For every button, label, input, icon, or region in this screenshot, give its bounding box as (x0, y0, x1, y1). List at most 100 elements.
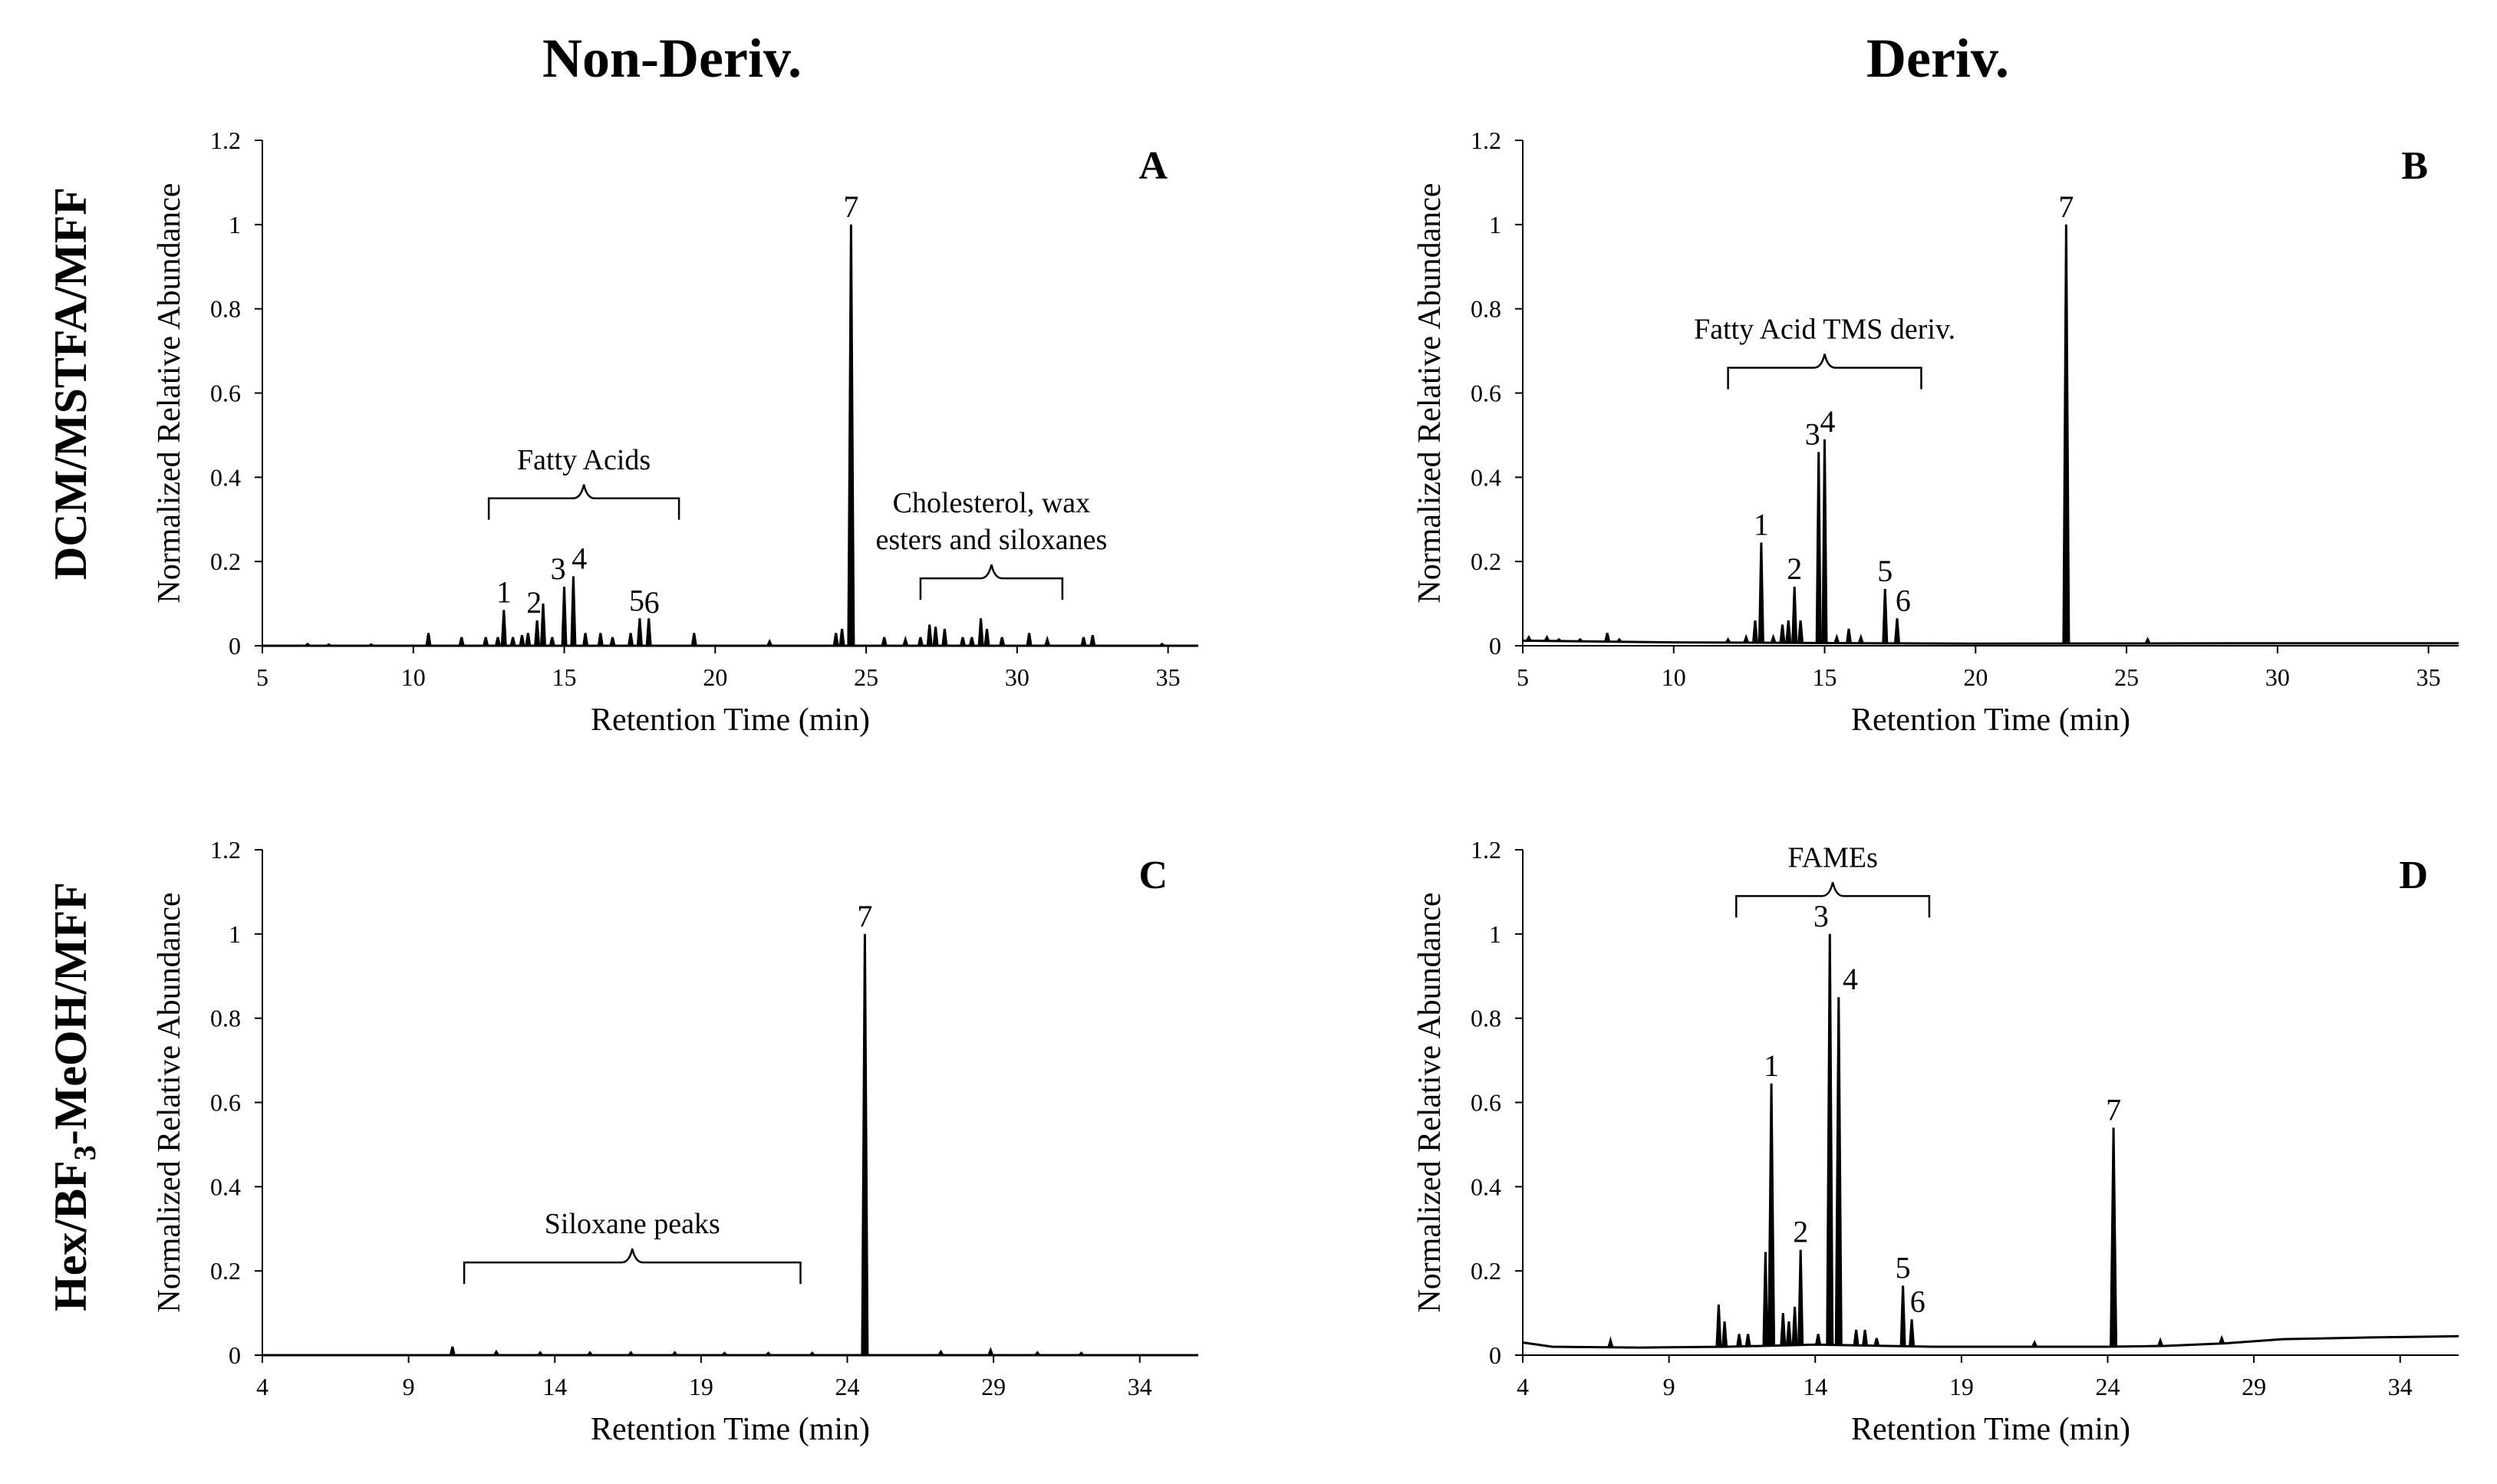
x-tick-label: 20 (1963, 663, 1988, 691)
chromatogram-peak (926, 624, 933, 647)
y-tick-label: 1 (229, 211, 241, 239)
y-tick-label: 0.8 (1471, 295, 1501, 323)
chromatogram-peak (628, 1351, 634, 1356)
annotation-label: esters and siloxanes (876, 524, 1108, 556)
chromatogram-peak (500, 610, 507, 647)
peak-label: 7 (2106, 1092, 2121, 1127)
x-tick-label: 15 (1813, 663, 1837, 691)
y-tick-label: 0 (229, 1341, 241, 1369)
chromatogram-peak (1882, 588, 1889, 643)
peak-label: 1 (496, 574, 512, 609)
annotation-bracket (487, 484, 680, 520)
x-tick-label: 25 (854, 663, 878, 691)
peak-label: 4 (572, 541, 587, 575)
y-tick-label: 0.2 (210, 548, 241, 575)
chromatogram-peak (847, 224, 855, 647)
chromatogram-peak (987, 1347, 994, 1356)
peak-label: 7 (2058, 189, 2074, 224)
chromatogram-peak (1736, 1334, 1743, 1347)
chromatogram-peak (1791, 587, 1798, 643)
chromatogram-peak (2062, 224, 2070, 644)
chromatogram-peak (1815, 452, 1822, 643)
chromatogram-peak (1770, 633, 1777, 643)
chromatogram-peak (582, 633, 589, 647)
chromatogram-peak (917, 637, 924, 647)
chromatogram-peak (1785, 620, 1792, 643)
peak-label: 6 (1910, 1284, 1925, 1318)
chromatogram-peak (1873, 1338, 1880, 1347)
chromatogram-peak (1577, 637, 1583, 643)
x-tick-label: 25 (2114, 663, 2139, 691)
chromatogram-peak (721, 1351, 728, 1357)
chromatogram-peak (1857, 633, 1864, 644)
x-tick-label: 9 (403, 1373, 415, 1400)
x-tick-label: 30 (2265, 663, 2290, 691)
x-tick-label: 19 (689, 1373, 713, 1400)
x-tick-label: 9 (1663, 1373, 1675, 1400)
chromatogram-peak (902, 635, 909, 647)
x-axis-label: Retention Time (min) (1851, 1412, 2130, 1447)
col-title-deriv: Deriv. (1866, 28, 2009, 89)
chromatogram-peak (628, 633, 634, 647)
chromatogram-peak (537, 1351, 543, 1356)
chromatogram-peak (1780, 1313, 1787, 1346)
annotation-label: Cholesterol, wax (893, 487, 1091, 519)
chromatogram-peak (636, 618, 643, 647)
x-tick-label: 15 (552, 663, 577, 691)
x-tick-label: 34 (2388, 1373, 2413, 1400)
y-tick-label: 0.4 (210, 463, 241, 491)
chromatogram-peak (1604, 633, 1611, 642)
panel-letter: D (2399, 854, 2428, 897)
y-tick-label: 0.8 (210, 295, 241, 323)
chromatogram-peak (861, 933, 869, 1356)
y-tick-label: 0.2 (210, 1257, 241, 1285)
chromatogram-peak (1089, 635, 1096, 647)
x-tick-label: 29 (981, 1373, 1006, 1400)
chromatogram-peak (1779, 624, 1786, 643)
annotation-bracket (1727, 354, 1922, 390)
chromatogram-peak (1797, 620, 1804, 643)
chromatogram-peak (968, 637, 975, 647)
x-tick-label: 29 (2242, 1373, 2266, 1400)
y-axis-label: Normalized Relative Abundance (152, 183, 187, 603)
chromatogram-peak (1744, 1334, 1751, 1347)
chromatogram-peak (1821, 439, 1828, 643)
chromatogram-peak (1078, 1351, 1085, 1357)
peak-label: 3 (1813, 899, 1829, 933)
y-tick-label: 0.4 (1471, 463, 1501, 491)
chromatogram-peak (1894, 618, 1900, 643)
row-title-hex-prefix: Hex/BF (45, 1160, 96, 1311)
row-title-hex: Hex/BF3-MeOH/MFF (45, 882, 102, 1311)
chromatogram-peak (1526, 634, 1532, 642)
annotation-bracket (463, 1248, 802, 1285)
peak-label: 7 (857, 899, 872, 933)
chromatogram-peak (483, 637, 489, 647)
annotation-label: Siloxane peaks (545, 1208, 720, 1240)
x-tick-label: 24 (2096, 1373, 2120, 1400)
y-tick-label: 0.6 (210, 380, 241, 407)
y-tick-label: 0 (229, 632, 241, 660)
chromatogram-peak (2157, 1337, 2164, 1347)
peak-label: 2 (526, 585, 542, 620)
chromatogram-peak (597, 633, 604, 647)
chromatogram-peak (1556, 637, 1562, 643)
chromatogram-peak (881, 637, 888, 647)
chromatogram-peak (937, 1349, 944, 1356)
chromatogram-peak (1757, 542, 1764, 643)
x-tick-label: 10 (1662, 663, 1686, 691)
chromatogram-peak (983, 628, 990, 647)
chromatogram-peak (1159, 642, 1165, 647)
chromatogram-peak (1752, 620, 1758, 643)
chromatogram-peak (425, 633, 432, 647)
chart-panel-b: 00.20.40.60.811.25 10 15 20 25 30 35Retention … (1412, 127, 2459, 738)
peak-label: 5 (629, 583, 644, 617)
peak-label: 2 (1793, 1215, 1808, 1249)
chromatogram-peak (587, 1351, 593, 1356)
y-tick-label: 0.8 (210, 1005, 241, 1032)
chromatogram-peak (1616, 637, 1622, 643)
x-tick-label: 5 (1517, 663, 1529, 691)
chromatogram-peak (1833, 633, 1840, 643)
y-tick-label: 0.8 (1471, 1005, 1501, 1032)
chromatogram-peak (960, 637, 966, 647)
